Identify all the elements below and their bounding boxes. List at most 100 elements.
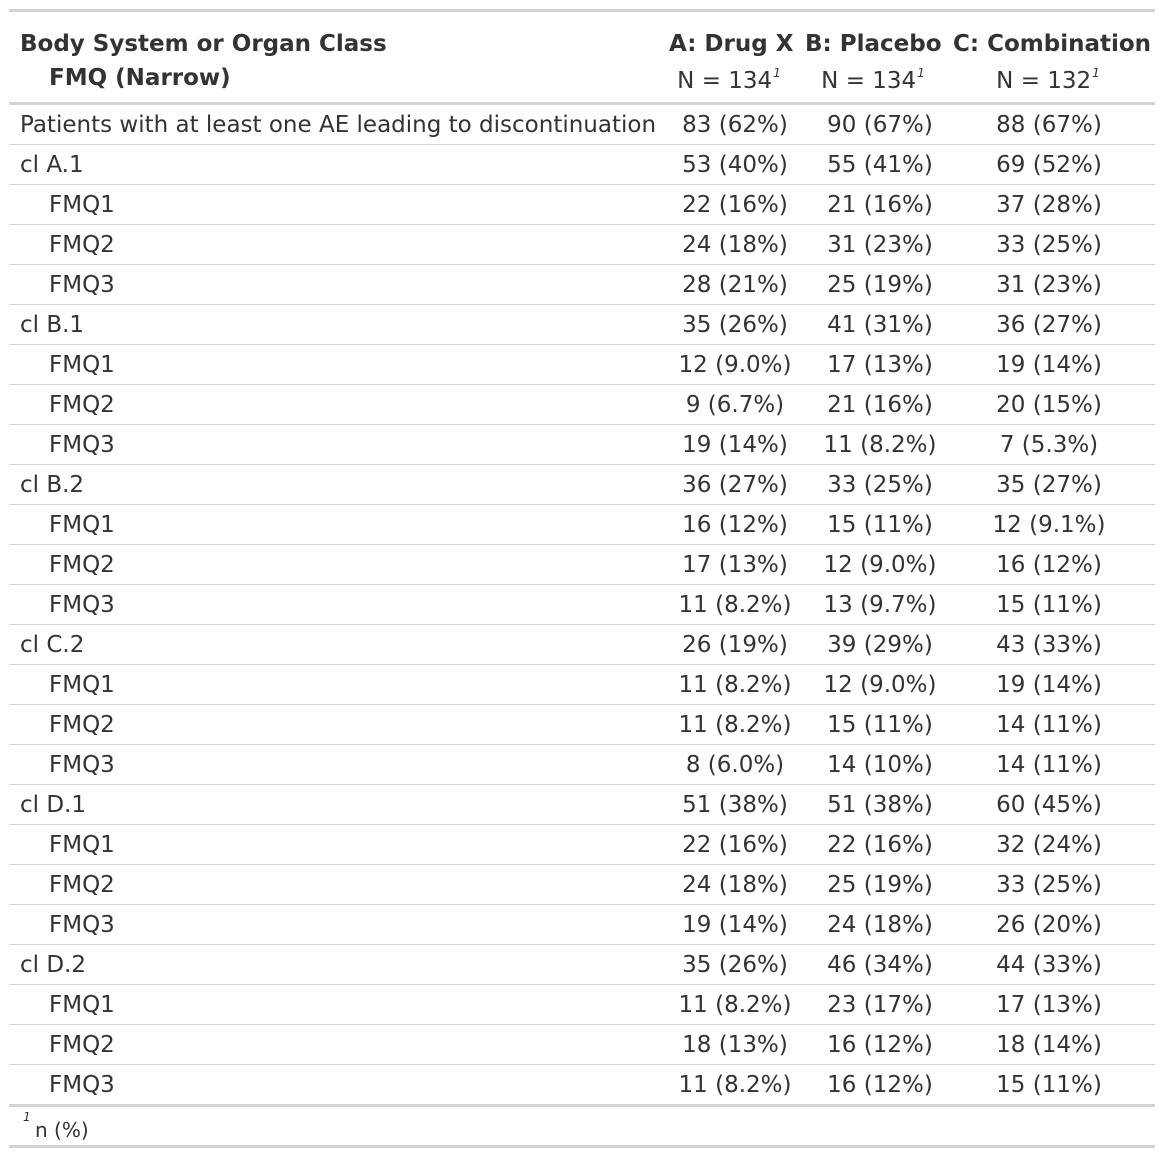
- table-row: FMQ1 11 (8.2%) 23 (17%) 17 (13%): [9, 985, 1155, 1025]
- row-label: FMQ2: [49, 232, 115, 258]
- header-col-b-n: N = 1341: [821, 66, 925, 94]
- cell-combination: 35 (27%): [996, 472, 1102, 498]
- cell-placebo: 21 (16%): [827, 192, 933, 218]
- cell-drug-x: 36 (27%): [682, 472, 788, 498]
- header-col-c-label: C: Combination: [953, 31, 1152, 57]
- cell-placebo: 46 (34%): [827, 952, 933, 978]
- cell-placebo: 25 (19%): [827, 272, 933, 298]
- footnote-mark: 1: [773, 66, 781, 80]
- header-col-c-n: N = 1321: [996, 66, 1100, 94]
- cell-placebo: 39 (29%): [827, 632, 933, 658]
- cell-combination: 88 (67%): [996, 112, 1102, 138]
- cell-combination: 26 (20%): [996, 912, 1102, 938]
- cell-placebo: 22 (16%): [827, 832, 933, 858]
- cell-combination: 36 (27%): [996, 312, 1102, 338]
- table-row: FMQ2 24 (18%) 31 (23%) 33 (25%): [9, 225, 1155, 265]
- row-label: cl A.1: [20, 152, 84, 178]
- cell-drug-x: 19 (14%): [682, 432, 788, 458]
- cell-placebo: 15 (11%): [827, 712, 933, 738]
- table-top-rule: [9, 9, 1155, 12]
- cell-drug-x: 53 (40%): [682, 152, 788, 178]
- cell-drug-x: 35 (26%): [682, 952, 788, 978]
- row-label: FMQ3: [49, 752, 115, 778]
- row-label: cl C.2: [20, 632, 85, 658]
- cell-drug-x: 11 (8.2%): [678, 712, 792, 738]
- cell-drug-x: 11 (8.2%): [678, 992, 792, 1018]
- cell-drug-x: 51 (38%): [682, 792, 788, 818]
- row-label: Patients with at least one AE leading to…: [20, 112, 657, 138]
- cell-placebo: 12 (9.0%): [823, 672, 937, 698]
- table-row: cl B.1 35 (26%) 41 (31%) 36 (27%): [9, 305, 1155, 345]
- cell-combination: 69 (52%): [996, 152, 1102, 178]
- row-label: FMQ1: [49, 992, 115, 1018]
- cell-drug-x: 24 (18%): [682, 232, 788, 258]
- cell-drug-x: 26 (19%): [682, 632, 788, 658]
- row-label: cl B.2: [20, 472, 85, 498]
- cell-placebo: 12 (9.0%): [823, 552, 937, 578]
- table-row: FMQ3 28 (21%) 25 (19%) 31 (23%): [9, 265, 1155, 305]
- cell-placebo: 90 (67%): [827, 112, 933, 138]
- cell-combination: 33 (25%): [996, 872, 1102, 898]
- ae-table: Body System or Organ Class FMQ (Narrow) …: [9, 9, 1155, 1148]
- row-label: FMQ1: [49, 352, 115, 378]
- cell-combination: 33 (25%): [996, 232, 1102, 258]
- cell-combination: 19 (14%): [996, 672, 1102, 698]
- table-row: FMQ1 22 (16%) 22 (16%) 32 (24%): [9, 825, 1155, 865]
- cell-combination: 60 (45%): [996, 792, 1102, 818]
- cell-placebo: 16 (12%): [827, 1032, 933, 1058]
- table-row: Patients with at least one AE leading to…: [9, 105, 1155, 145]
- row-label: FMQ1: [49, 192, 115, 218]
- cell-combination: 14 (11%): [996, 712, 1102, 738]
- cell-drug-x: 24 (18%): [682, 872, 788, 898]
- cell-drug-x: 12 (9.0%): [678, 352, 792, 378]
- cell-drug-x: 83 (62%): [682, 112, 788, 138]
- cell-combination: 14 (11%): [996, 752, 1102, 778]
- cell-placebo: 41 (31%): [827, 312, 933, 338]
- table-row: cl D.2 35 (26%) 46 (34%) 44 (33%): [9, 945, 1155, 985]
- cell-drug-x: 19 (14%): [682, 912, 788, 938]
- row-label: FMQ3: [49, 1072, 115, 1098]
- cell-drug-x: 11 (8.2%): [678, 1072, 792, 1098]
- cell-combination: 31 (23%): [996, 272, 1102, 298]
- cell-placebo: 16 (12%): [827, 1072, 933, 1098]
- table-row: FMQ1 16 (12%) 15 (11%) 12 (9.1%): [9, 505, 1155, 545]
- row-label: FMQ1: [49, 512, 115, 538]
- cell-combination: 12 (9.1%): [992, 512, 1106, 538]
- cell-placebo: 13 (9.7%): [823, 592, 937, 618]
- cell-drug-x: 8 (6.0%): [685, 752, 785, 778]
- row-label: FMQ2: [49, 872, 115, 898]
- row-label: FMQ2: [49, 552, 115, 578]
- cell-drug-x: 22 (16%): [682, 192, 788, 218]
- cell-combination: 7 (5.3%): [999, 432, 1099, 458]
- cell-combination: 44 (33%): [996, 952, 1102, 978]
- header-col-a-label: A: Drug X: [669, 31, 794, 57]
- table-row: FMQ3 19 (14%) 11 (8.2%) 7 (5.3%): [9, 425, 1155, 465]
- row-label: cl D.2: [20, 952, 87, 978]
- cell-placebo: 25 (19%): [827, 872, 933, 898]
- row-label: FMQ3: [49, 432, 115, 458]
- table-row: cl B.2 36 (27%) 33 (25%) 35 (27%): [9, 465, 1155, 505]
- cell-combination: 18 (14%): [996, 1032, 1102, 1058]
- cell-combination: 16 (12%): [996, 552, 1102, 578]
- row-label: FMQ1: [49, 832, 115, 858]
- cell-drug-x: 9 (6.7%): [685, 392, 785, 418]
- row-label: FMQ3: [49, 272, 115, 298]
- table-row: FMQ3 11 (8.2%) 16 (12%) 15 (11%): [9, 1065, 1155, 1107]
- table-row: FMQ1 22 (16%) 21 (16%) 37 (28%): [9, 185, 1155, 225]
- cell-combination: 32 (24%): [996, 832, 1102, 858]
- cell-combination: 43 (33%): [996, 632, 1102, 658]
- table-row: FMQ3 8 (6.0%) 14 (10%) 14 (11%): [9, 745, 1155, 785]
- table-footnote: 1 n (%): [9, 1107, 1155, 1148]
- footnote-mark: 1: [917, 66, 925, 80]
- table-row: cl A.1 53 (40%) 55 (41%) 69 (52%): [9, 145, 1155, 185]
- row-label: FMQ1: [49, 672, 115, 698]
- cell-combination: 20 (15%): [996, 392, 1102, 418]
- cell-drug-x: 11 (8.2%): [678, 672, 792, 698]
- cell-combination: 15 (11%): [996, 592, 1102, 618]
- cell-combination: 17 (13%): [996, 992, 1102, 1018]
- header-col-b-label: B: Placebo: [805, 31, 942, 57]
- row-label: cl B.1: [20, 312, 85, 338]
- cell-combination: 15 (11%): [996, 1072, 1102, 1098]
- cell-placebo: 11 (8.2%): [823, 432, 937, 458]
- cell-placebo: 17 (13%): [827, 352, 933, 378]
